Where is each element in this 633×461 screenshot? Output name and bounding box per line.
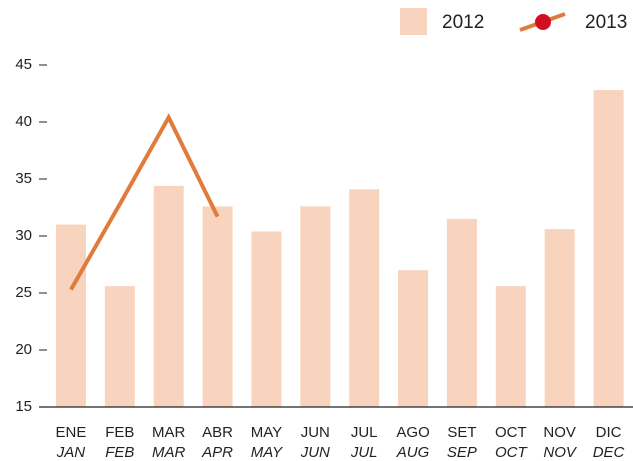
legend-label: 2012 — [442, 12, 484, 33]
bar — [349, 189, 380, 407]
line — [69, 113, 220, 291]
x-tick-label: FEB — [105, 424, 134, 441]
x-tick-label-secondary: JUN — [300, 444, 330, 461]
y-tick-label: 25 — [15, 284, 32, 301]
x-tick-label-secondary: AUG — [396, 444, 430, 461]
x-tick-label-secondary: NOV — [543, 444, 578, 461]
x-tick-label: ABR — [202, 424, 233, 441]
y-tick-label: 15 — [15, 398, 32, 415]
bar — [202, 206, 233, 407]
x-tick-label-secondary: SEP — [447, 444, 477, 461]
legend-label: 2013 — [585, 12, 627, 33]
bar — [251, 231, 282, 407]
x-tick-label: NOV — [543, 424, 576, 441]
x-tick-label-secondary: MAY — [251, 444, 283, 461]
x-tick-label: DIC — [596, 424, 622, 441]
x-tick-label-secondary: JAN — [56, 444, 86, 461]
bar — [446, 218, 477, 407]
bar — [300, 206, 331, 407]
bar — [104, 286, 135, 407]
legend-marker — [535, 14, 551, 30]
bar — [495, 286, 526, 407]
bar — [55, 224, 86, 407]
x-tick-label: JUN — [301, 424, 330, 441]
x-tick-label-secondary: DEC — [593, 444, 625, 461]
bar — [398, 270, 429, 407]
y-tick-label: 20 — [15, 341, 32, 358]
x-tick-label: OCT — [495, 424, 527, 441]
y-tick-label: 35 — [15, 170, 32, 187]
bar — [593, 90, 624, 407]
x-tick-label: SET — [447, 424, 476, 441]
x-tick-label: MAR — [152, 424, 186, 441]
x-tick-label: AGO — [396, 424, 429, 441]
y-tick-label: 45 — [15, 56, 32, 73]
x-tick-label: JUL — [351, 424, 378, 441]
bar — [153, 185, 184, 407]
x-tick-label: MAY — [251, 424, 282, 441]
y-tick-label: 30 — [15, 227, 32, 244]
x-tick-label-secondary: JUL — [350, 444, 378, 461]
x-tick-label: ENE — [56, 424, 87, 441]
bar — [544, 229, 575, 407]
x-tick-label-secondary: OCT — [495, 444, 529, 461]
y-tick-label: 40 — [15, 113, 32, 130]
x-tick-label-secondary: APR — [201, 444, 233, 461]
x-tick-label-secondary: FEB — [105, 444, 134, 461]
legend-swatch — [400, 8, 427, 35]
x-tick-label-secondary: MAR — [152, 444, 186, 461]
